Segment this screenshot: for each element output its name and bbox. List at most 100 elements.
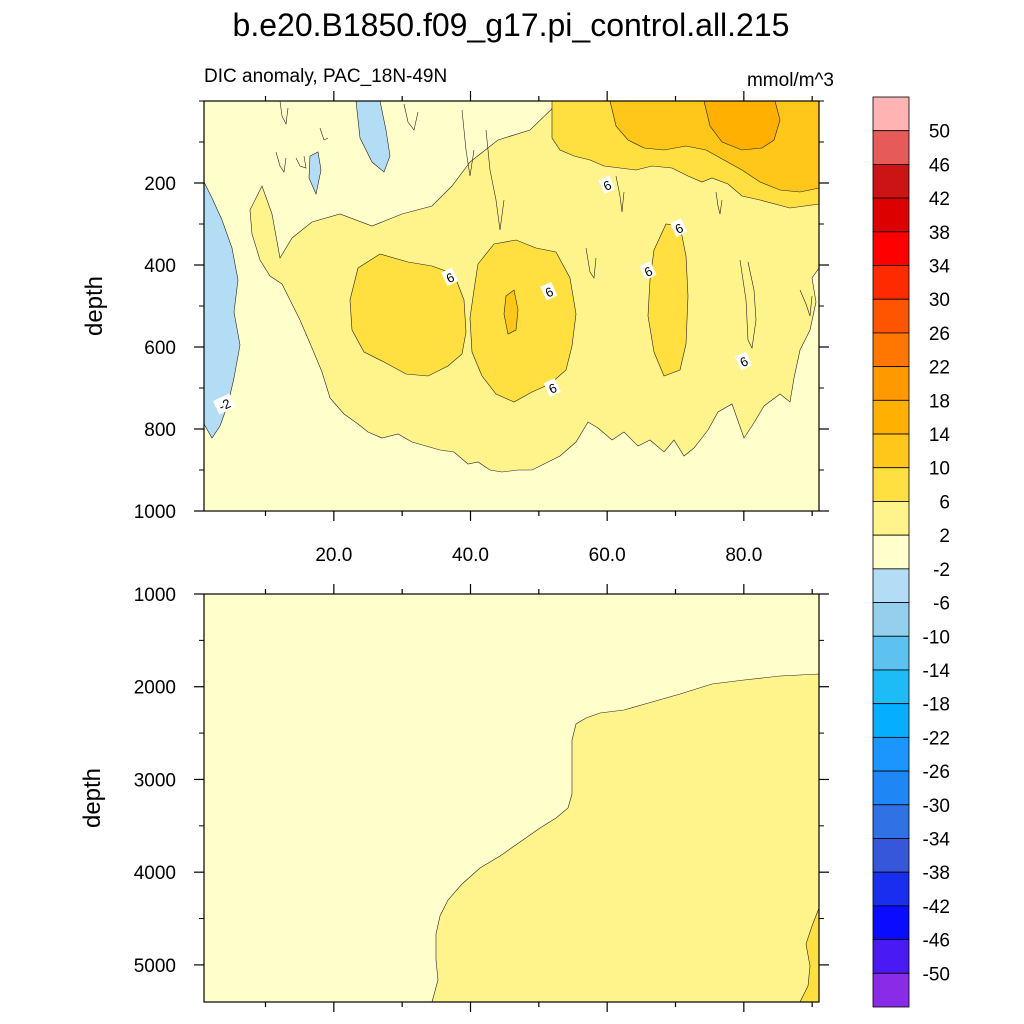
contour-fill-6to10-blob2	[469, 239, 577, 403]
upper-x-ticks: 20.0 40.0 60.0 80.0	[264, 91, 813, 566]
y-tick-label: 2000	[134, 678, 176, 699]
colorbar-label: 6	[939, 492, 950, 513]
colorbar-swatch	[872, 130, 910, 165]
colorbar-swatch	[872, 838, 910, 873]
colorbar-label: 46	[929, 155, 950, 176]
contour-label-bg	[543, 378, 561, 397]
upper-y-ticks: 200 400 600 800 1000	[134, 100, 829, 523]
colorbar-swatch	[872, 96, 910, 132]
colorbar-swatch	[872, 164, 910, 199]
contour-fill-neg2-top2	[308, 151, 322, 195]
y-tick-label: 800	[144, 420, 176, 441]
colorbar-swatch	[872, 231, 910, 266]
x-tick-label: 20.0	[315, 545, 352, 566]
contour-fill-14to18	[703, 100, 781, 151]
contour-label-text: -2	[216, 396, 233, 414]
colorbar-label: -26	[923, 762, 950, 783]
contour-lines	[275, 100, 813, 349]
colorbar-swatch	[872, 770, 910, 806]
contour-label: 6	[441, 267, 459, 287]
colorbar-label: 14	[929, 425, 951, 446]
units-label: mmol/m^3	[747, 70, 834, 91]
colorbar-label: 18	[929, 391, 950, 412]
x-tick-label: 60.0	[589, 545, 626, 566]
lower-x-ticks	[264, 584, 813, 1012]
colorbar-swatch	[872, 635, 910, 671]
colorbar-swatch	[872, 433, 910, 469]
colorbar-swatch	[872, 871, 910, 907]
colorbar-label: 30	[929, 290, 950, 311]
y-tick-label: 600	[144, 338, 176, 359]
colorbar-label: -14	[923, 661, 951, 682]
upper-contour-labels: 6 6 6 6 6 6 6 -2	[212, 175, 753, 415]
colorbar-label: -50	[923, 964, 950, 985]
y-tick-label: 200	[144, 174, 176, 195]
contour-label: 6	[543, 378, 561, 397]
lower-ylabel: depth	[79, 768, 106, 828]
contour-label-bg	[735, 351, 753, 371]
x-tick-label: 80.0	[725, 545, 762, 566]
contour-label: 6	[639, 261, 657, 281]
contour-label-bg	[639, 261, 657, 281]
lower-y-ticks: 1000 2000 3000 4000 5000	[134, 585, 829, 977]
colorbar-swatch	[872, 736, 910, 772]
y-tick-label: 3000	[134, 770, 176, 791]
colorbar-label: -6	[933, 594, 950, 615]
contour-label-bg	[540, 281, 558, 301]
colorbar-swatch	[872, 602, 910, 637]
contour-fill-neg2-top1	[355, 100, 391, 173]
contour-fill-neg2-left	[203, 181, 241, 439]
y-tick-label: 1000	[134, 502, 176, 523]
colorbar-label: -18	[923, 695, 950, 716]
contour-label-bg	[212, 393, 236, 415]
colorbar-swatch	[872, 467, 910, 502]
colorbar-label: 50	[929, 122, 950, 143]
y-tick-label: 4000	[134, 863, 176, 884]
colorbar-label: 10	[929, 459, 950, 480]
colorbar-label: -46	[923, 931, 950, 952]
colorbar-swatch	[872, 197, 910, 233]
colorbar-swatch	[872, 804, 910, 839]
colorbar-label: -2	[933, 560, 950, 581]
contour-label: 6	[670, 218, 688, 237]
lower-frame	[203, 593, 820, 1003]
x-tick-label: 40.0	[452, 545, 489, 566]
colorbar-label: -30	[923, 796, 950, 817]
colorbar-swatch	[872, 298, 910, 334]
chart-title: b.e20.B1850.f09_g17.pi_control.all.215	[233, 7, 790, 43]
colorbar-label: -34	[923, 829, 951, 850]
colorbar-swatch	[872, 501, 910, 536]
colorbar-label: -22	[923, 728, 950, 749]
colorbar-swatch	[872, 366, 910, 401]
contour-fill-10to14-small	[503, 289, 519, 335]
colorbar-swatch	[872, 265, 910, 300]
colorbar-label: 26	[929, 324, 950, 345]
contour-label-bg	[670, 218, 688, 237]
colorbar-label: 38	[929, 223, 950, 244]
colorbar-label: 22	[929, 358, 950, 379]
contour-fill-6to10-blob1	[349, 253, 467, 377]
contour-label: 6	[598, 175, 616, 194]
colorbar-swatch	[872, 332, 910, 368]
y-tick-label: 1000	[134, 585, 176, 606]
contour-label: -2	[212, 393, 236, 415]
contour-label-bg	[598, 175, 616, 194]
colorbar-swatch	[872, 568, 910, 603]
colorbar-swatch	[872, 972, 910, 1008]
colorbar-swatch	[872, 905, 910, 940]
contour-label: 6	[735, 351, 753, 371]
colorbar-label: 42	[929, 189, 950, 210]
colorbar-label: 2	[939, 526, 950, 547]
colorbar-swatch	[872, 534, 910, 570]
colorbar-label: -10	[923, 627, 950, 648]
contour-fill-2to6-lower	[431, 673, 820, 1003]
contour-label-bg	[441, 267, 459, 287]
colorbar-label: -42	[923, 897, 950, 918]
chart-subtitle: DIC anomaly, PAC_18N-49N	[204, 66, 447, 87]
contour-label: 6	[540, 281, 558, 301]
colorbar-label: 34	[929, 257, 951, 278]
y-tick-label: 400	[144, 256, 176, 277]
colorbar-swatch	[872, 399, 910, 435]
